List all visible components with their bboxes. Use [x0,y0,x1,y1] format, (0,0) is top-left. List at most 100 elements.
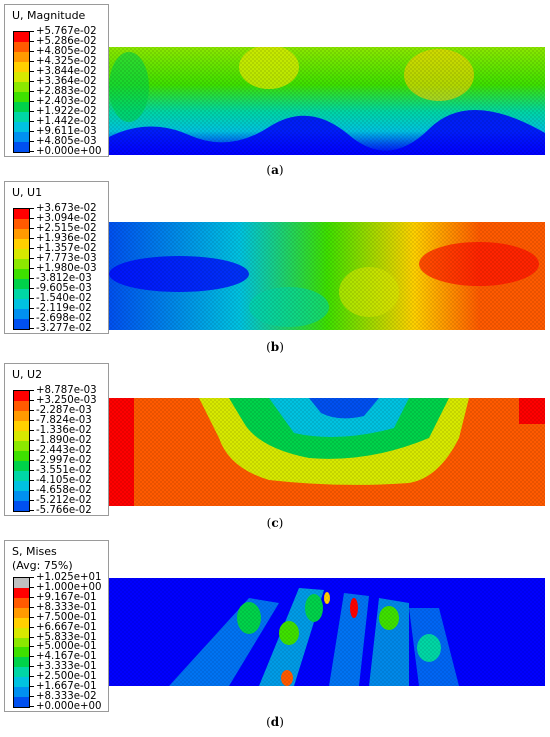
color-swatch [14,249,29,259]
contour-plot-a [109,47,545,155]
color-swatch [14,229,29,239]
color-scale-bar [13,390,30,512]
color-swatch [14,319,29,329]
color-swatch [14,627,29,638]
legend-b: U, U1 +3.673e-02 +3.094e-02 +2.515e-02 +1.9… [4,181,109,334]
color-swatch [14,597,29,608]
color-swatch [14,667,29,678]
legend-value-label: +8.333e-02 [30,691,97,703]
legend-value-label: +4.805e-02 [30,46,97,57]
color-swatch [14,32,29,42]
legend-d: S, Mises (Avg: 75%) +1.025e+01 +1.000e+00… [4,540,109,712]
legend-value-label: +1.667e-01 [30,681,97,693]
legend-value-label: +7.500e-01 [30,611,97,623]
legend-value-label: -2.698e-02 [30,313,92,324]
legend-value-label: +1.000e+00 [29,581,102,593]
legend-value-label: +1.936e-02 [30,233,97,244]
legend-value-label: +3.333e-01 [30,661,97,673]
legend-value-label: -2.997e-02 [30,455,92,466]
legend-value-label: +8.787e-03 [30,385,97,396]
legend-value-label: +4.325e-02 [30,56,97,67]
color-swatch [14,607,29,618]
color-swatch [14,299,29,309]
legend-value-label: +8.333e-01 [30,601,97,613]
legend-value-label: -1.890e-02 [30,435,92,446]
color-swatch [14,697,29,707]
color-swatch [14,431,29,441]
legend-value-label: +2.500e-01 [30,671,97,683]
color-scale-bar [13,31,30,153]
color-swatch [14,401,29,411]
legend-value-label: -2.119e-02 [30,303,92,314]
legend-value-label: -3.277e-02 [30,323,92,334]
contour-plot-b [109,222,545,330]
legend-value-label: +1.442e-02 [30,116,97,127]
color-swatch [14,637,29,648]
color-swatch [14,309,29,319]
color-swatch [14,617,29,628]
legend-value-label: +9.611e-03 [30,126,97,137]
color-swatch [14,102,29,112]
legend-value-label: -5.766e-02 [30,505,92,516]
legend-value-label: -1.540e-02 [30,293,92,304]
color-swatch [14,122,29,132]
legend-value-label: +2.403e-02 [30,96,97,107]
caption-c: (c) [266,516,284,530]
color-swatch [14,451,29,461]
color-swatch [14,491,29,501]
color-swatch [14,647,29,658]
legend-value-label: +9.167e-01 [30,591,97,603]
legend-value-label: -3.551e-02 [30,465,92,476]
color-swatch [14,461,29,471]
color-scale-bar [13,208,30,330]
legend-value-label: -3.812e-03 [30,273,92,284]
color-swatch [14,92,29,102]
color-swatch [14,142,29,152]
legend-value-label: +6.667e-01 [30,621,97,633]
legend-value-label: +2.883e-02 [30,86,97,97]
color-swatch [14,209,29,219]
color-swatch [14,219,29,229]
legend-a: U, Magnitude +5.767e-02 +5.286e-02 +4.805e… [4,4,109,157]
legend-value-label: -1.336e-02 [30,425,92,436]
legend-value-label: +4.167e-01 [30,651,97,663]
legend-value-label: +3.094e-02 [30,213,97,224]
legend-title: U, U1 [12,186,43,199]
color-swatch [14,441,29,451]
color-swatch [14,82,29,92]
legend-value-label: -9.605e-03 [30,283,92,294]
legend-title: U, Magnitude [12,9,86,22]
legend-value-label: +5.767e-02 [30,26,97,37]
legend-value-label: -7.824e-03 [30,415,92,426]
legend-value-label: -5.212e-02 [30,495,92,506]
color-swatch [14,279,29,289]
legend-value-label: +3.250e-03 [30,395,97,406]
legend-value-label: +1.025e+01 [29,572,102,583]
contour-plot-c [109,398,545,506]
legend-value-label: +3.364e-02 [30,76,97,87]
legend-value-label: +5.000e-01 [30,641,97,653]
legend-value-label: +2.515e-02 [30,223,97,234]
legend-value-label: +0.000e+00 [29,146,102,157]
color-swatch [14,471,29,481]
color-scale-bar [13,577,30,708]
legend-value-label: +3.844e-02 [30,66,97,77]
color-swatch [14,42,29,52]
color-swatch [14,269,29,279]
color-swatch [14,411,29,421]
legend-value-label: -2.443e-02 [30,445,92,456]
legend-value-label: -4.105e-02 [30,475,92,486]
color-swatch [14,578,29,588]
legend-c: U, U2 +8.787e-03 +3.250e-03 -2.287e-03 -7.8… [4,363,109,516]
color-swatch [14,239,29,249]
color-swatch [14,421,29,431]
color-swatch [14,259,29,269]
legend-value-label: +5.286e-02 [30,36,97,47]
caption-d: (d) [266,715,284,729]
color-swatch [14,501,29,511]
legend-value-label: -2.287e-03 [30,405,92,416]
color-swatch [14,62,29,72]
caption-a: (a) [266,163,284,177]
legend-value-label: +3.673e-02 [30,203,97,214]
color-swatch [14,687,29,698]
